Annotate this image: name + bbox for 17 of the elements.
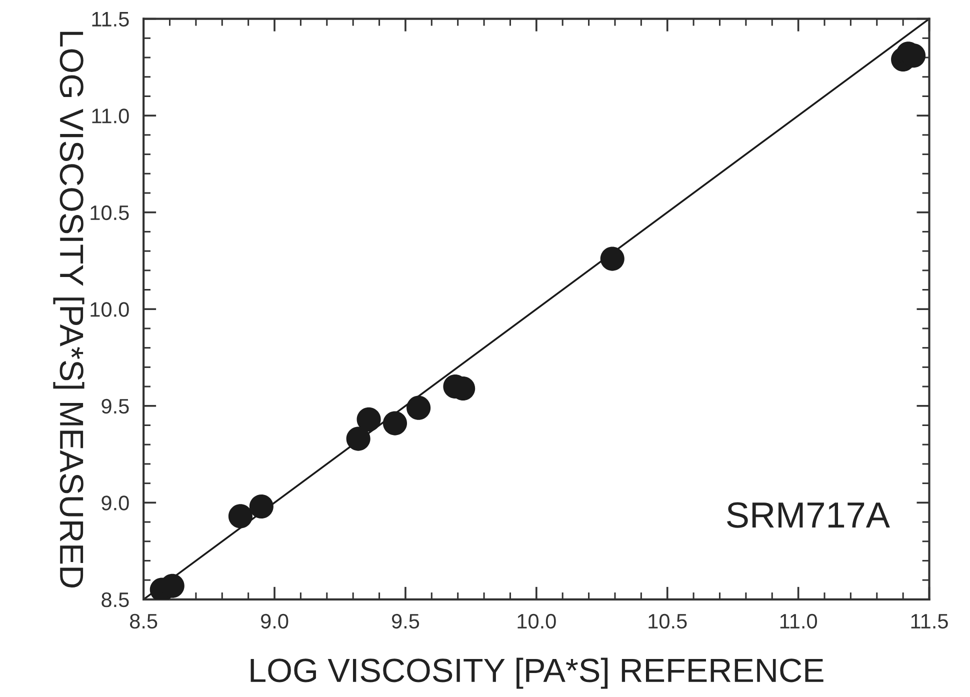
y-tick-label: 11.5 — [92, 12, 129, 27]
annotation: SRM717A — [727, 502, 890, 528]
x-tick-label: 8.5 — [130, 614, 158, 629]
x-tick-label: 9.0 — [261, 614, 288, 629]
y-tick-label: 8.5 — [102, 592, 129, 608]
y-axis-title: LOG VISCOSITY [PA*S] MEASURED — [53, 32, 84, 588]
y-tick-label: 9.5 — [102, 398, 129, 414]
y-tick-label: 10.5 — [90, 205, 129, 220]
x-axis-title: LOG VISCOSITY [PA*S] REFERENCE — [250, 658, 824, 689]
y-tick-label: 10.0 — [90, 302, 129, 317]
x-tick-label: 10.0 — [518, 614, 556, 629]
x-tick-label: 9.5 — [392, 614, 420, 629]
y-tick-label: 11.0 — [92, 108, 129, 124]
y-tick-label: 9.0 — [102, 496, 129, 510]
x-tick-label: 10.5 — [648, 614, 687, 629]
x-tick-label: 11.5 — [911, 614, 948, 629]
x-tick-label: 11.0 — [780, 614, 818, 629]
